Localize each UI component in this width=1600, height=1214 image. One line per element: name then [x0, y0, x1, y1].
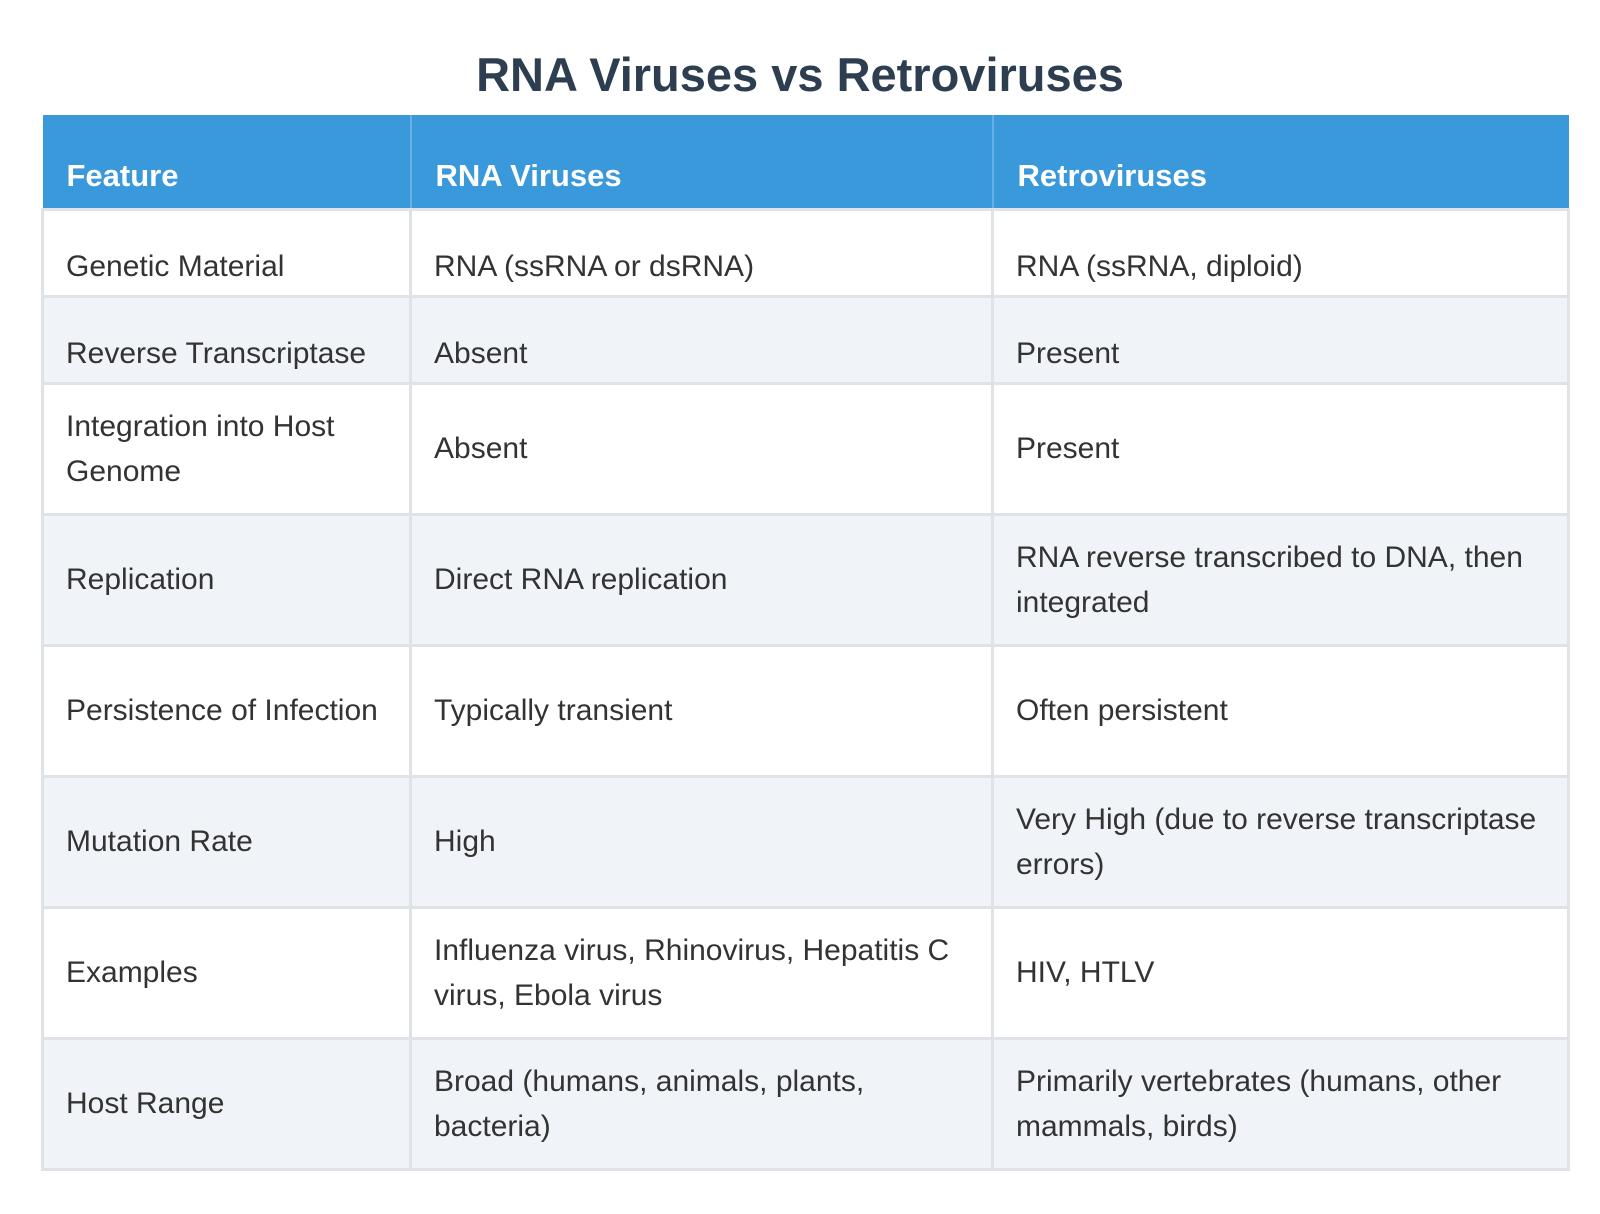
feature-cell: Mutation Rate: [41, 774, 412, 909]
retrovirus-cell: Very High (due to reverse transcriptase …: [991, 774, 1570, 909]
table-row: Reverse Transcriptase Absent Present: [41, 294, 1570, 385]
table-body: Genetic Material RNA (ssRNA or dsRNA) RN…: [41, 207, 1570, 1171]
rna-virus-cell: Absent: [409, 294, 994, 385]
rna-virus-cell: Absent: [409, 381, 994, 516]
header-rna-viruses: RNA Viruses: [410, 115, 994, 209]
page-title: RNA Viruses vs Retroviruses: [476, 48, 1124, 101]
feature-cell: Replication: [41, 512, 412, 647]
retrovirus-cell: RNA reverse transcribed to DNA, then int…: [991, 512, 1570, 647]
rna-virus-cell: Influenza virus, Rhinovirus, Hepatitis C…: [409, 905, 994, 1040]
feature-cell: Persistence of Infection: [41, 643, 412, 778]
feature-cell: Reverse Transcriptase: [41, 294, 412, 385]
table-row: Persistence of Infection Typically trans…: [41, 643, 1570, 778]
table-row: Examples Influenza virus, Rhinovirus, He…: [41, 905, 1570, 1040]
header-retroviruses: Retroviruses: [992, 115, 1569, 209]
table-row: Host Range Broad (humans, animals, plant…: [41, 1036, 1570, 1171]
retrovirus-cell: HIV, HTLV: [991, 905, 1570, 1040]
rna-virus-cell: High: [409, 774, 994, 909]
retrovirus-cell: Present: [991, 381, 1570, 516]
rna-virus-cell: Typically transient: [409, 643, 994, 778]
retrovirus-cell: Present: [991, 294, 1570, 385]
rna-virus-cell: Direct RNA replication: [409, 512, 994, 647]
retrovirus-cell: Often persistent: [991, 643, 1570, 778]
rna-virus-cell: RNA (ssRNA or dsRNA): [409, 207, 994, 298]
table-row: Integration into Host Genome Absent Pres…: [41, 381, 1570, 516]
retrovirus-cell: RNA (ssRNA, diploid): [991, 207, 1570, 298]
header-feature: Feature: [42, 115, 412, 209]
table-row: Mutation Rate High Very High (due to rev…: [41, 774, 1570, 909]
comparison-table: Feature RNA Viruses Retroviruses Genetic…: [41, 115, 1570, 1171]
header-row: Feature RNA Viruses Retroviruses: [42, 115, 1569, 209]
retrovirus-cell: Primarily vertebrates (humans, other mam…: [991, 1036, 1570, 1171]
feature-cell: Genetic Material: [41, 207, 412, 298]
feature-cell: Host Range: [41, 1036, 412, 1171]
feature-cell: Integration into Host Genome: [41, 381, 412, 516]
rna-virus-cell: Broad (humans, animals, plants, bacteria…: [409, 1036, 994, 1171]
table-header: Feature RNA Viruses Retroviruses: [42, 115, 1569, 209]
table-row: Genetic Material RNA (ssRNA or dsRNA) RN…: [41, 207, 1570, 298]
table-row: Replication Direct RNA replication RNA r…: [41, 512, 1570, 647]
feature-cell: Examples: [41, 905, 412, 1040]
